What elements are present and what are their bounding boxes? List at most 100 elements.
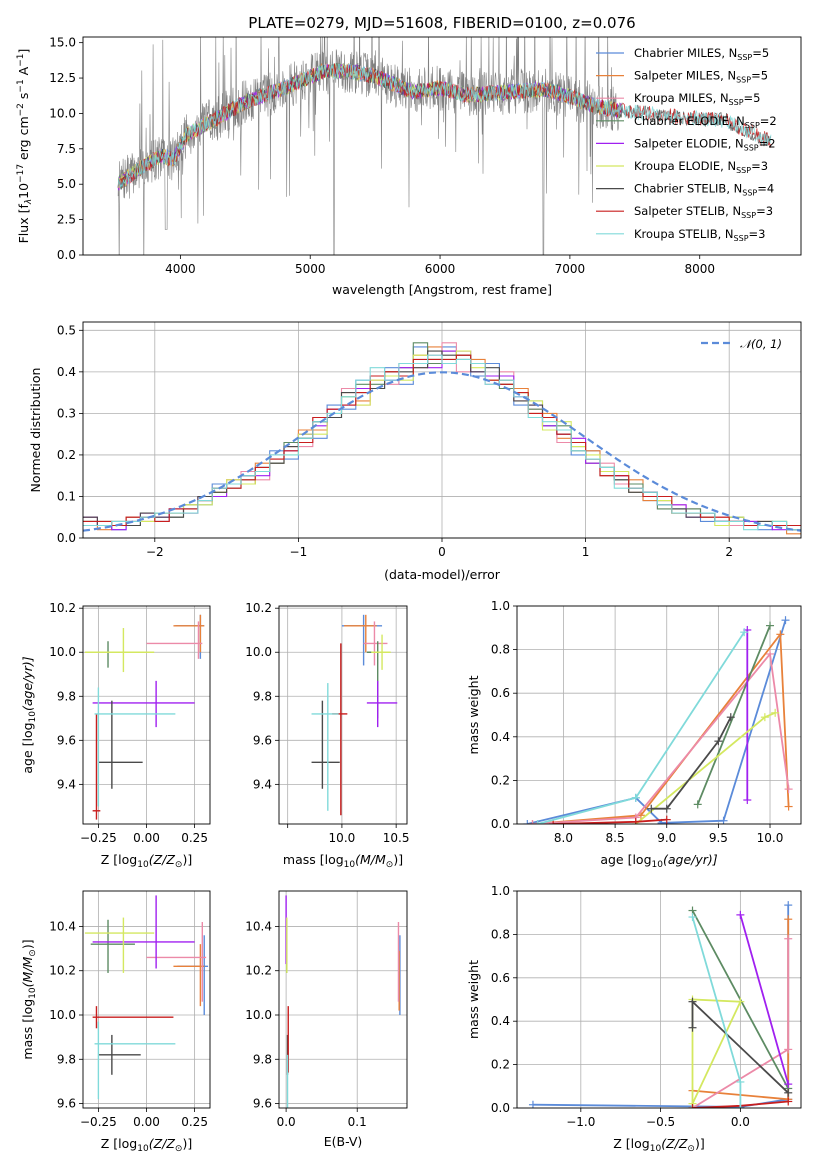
- marker: [784, 901, 793, 910]
- marker: [784, 1097, 793, 1106]
- spectrum-axes: 4000 5000 6000 7000 8000 0.0 2.5 5.0 7.5 10.0 12.5…: [49, 36, 715, 276]
- x-tick-label: −1: [290, 545, 308, 559]
- legend-entry-text: Salpeter MILES, N: [634, 69, 736, 83]
- axis-label-part: (M/M: [20, 957, 35, 988]
- normal-distribution-curve: [83, 371, 801, 532]
- marker: [662, 804, 671, 813]
- legend-entry-salpeter_stelib: Salpeter STELIB, NSSP=3: [634, 204, 773, 220]
- errorbar-chabrier_stelib: [98, 1034, 141, 1075]
- axis-label-part: Z [log: [101, 1136, 137, 1151]
- weight_vs_age-labels: age [log10(age/yr)] mass weight: [466, 675, 718, 870]
- axis-label-part: 10: [344, 860, 356, 870]
- legend-entry-text: Kroupa STELIB, N: [634, 227, 734, 241]
- axis-label-part: erg cm: [16, 116, 31, 164]
- y-tick-label: 10.0: [49, 645, 76, 659]
- y-tick-label: 12.5: [49, 71, 76, 85]
- mass_vs_Z-labels: Z [log10(Z/Z⊙)]mass [log10(M/M⊙)]: [20, 939, 192, 1154]
- x-tick-label: 0: [438, 545, 446, 559]
- y-tick-label: 1.0: [491, 884, 510, 898]
- weight-line: [532, 651, 790, 824]
- marker: [631, 793, 640, 802]
- mass_vs_ebv-frame: [278, 890, 408, 1109]
- x-tick-label: 0.0: [277, 1115, 296, 1129]
- errorbar-chabrier_miles: [177, 935, 209, 1015]
- axis-label: mass [log10(M/M⊙)]: [283, 852, 403, 870]
- marker: [549, 820, 558, 824]
- legend-entry-sub: SSP: [729, 98, 744, 107]
- marker: [662, 815, 671, 824]
- x-tick-label: 9.5: [709, 831, 728, 845]
- y-tick-label: 0.8: [491, 927, 510, 941]
- y-tick-label: 9.6: [57, 1097, 76, 1111]
- marker: [688, 1104, 697, 1108]
- y-tick-label: 9.8: [253, 689, 272, 703]
- age_vs_mass-axes: 10.0 10.5 9.4 9.6 9.8 10.0 10.2: [245, 601, 409, 845]
- errorbar-chabrier_miles: [341, 614, 383, 666]
- legend-entry-kroupa_stelib: Kroupa STELIB, NSSP=3: [634, 227, 765, 243]
- axis-label-part: 10: [28, 987, 38, 999]
- errorbar-salpeter_miles: [344, 614, 377, 653]
- axis-label-part: age [log: [600, 852, 651, 867]
- residuals-ylabel: Normed distribution: [28, 368, 43, 493]
- y-tick-label: 10.0: [245, 645, 272, 659]
- weight-line: [537, 631, 745, 824]
- y-tick-label: 15.0: [49, 36, 76, 50]
- spectrum-frame: [82, 36, 802, 256]
- marker: [688, 1023, 697, 1032]
- legend-entry-text: Kroupa ELODIE, N: [634, 159, 736, 173]
- axis-label-part: ⊙: [175, 860, 183, 870]
- y-tick-label: 0.1: [57, 489, 76, 503]
- axis-label: Z [log10(Z/Z⊙)]: [101, 1136, 192, 1154]
- axis-label-part: (Z/Z: [661, 1136, 688, 1151]
- spectrum-ylabel-group: Flux [fλ10−17 erg cm−2 s−1 A−1]: [16, 49, 34, 244]
- legend-entry-sub: SSP: [734, 234, 749, 243]
- y-tick-label: 0.6: [491, 686, 510, 700]
- errorbar-chabrier_elodie: [92, 641, 135, 668]
- spectrum-lines: [117, 37, 772, 255]
- x-tick-label: 2: [725, 545, 733, 559]
- x-tick-label: 8.0: [554, 831, 573, 845]
- series-salpeter_miles: [528, 630, 793, 824]
- legend-entry-sub: SSP: [745, 121, 760, 130]
- errorbar-salpeter_stelib: [92, 1006, 174, 1029]
- series-salpeter_elodie: [743, 625, 752, 805]
- weight-line: [651, 716, 732, 810]
- axis-label-part: (Z/Z: [149, 852, 176, 867]
- marker: [714, 737, 723, 746]
- y-tick-label: 10.0: [49, 106, 76, 120]
- axis-label: age [log10(age/yr)]: [600, 852, 717, 870]
- x-tick-label: −0.25: [80, 831, 117, 845]
- y-tick-label: 10.0: [245, 1008, 272, 1022]
- histogram-kroupa_stelib: [83, 354, 801, 531]
- x-tick-label: −1.0: [566, 1115, 595, 1129]
- axis-label-part: (Z/Z: [149, 1136, 176, 1151]
- legend-entry-count: =5: [751, 69, 768, 83]
- marker: [760, 713, 769, 722]
- axis-label-part: ⊙: [687, 1144, 695, 1154]
- marker: [776, 630, 785, 639]
- y-tick-label: 7.5: [57, 142, 76, 156]
- marker: [784, 802, 793, 811]
- y-tick-label: 0.2: [57, 448, 76, 462]
- legend-entry-sub: SSP: [736, 76, 751, 85]
- errorbar-chabrier_stelib: [311, 700, 340, 789]
- age_vs_Z-labels: Z [log10(Z/Z⊙)]age [log10(age/yr)]: [20, 656, 192, 870]
- weight-line: [739, 914, 790, 1085]
- marker: [766, 649, 775, 658]
- marker: [784, 785, 793, 794]
- axis-label: E(B-V): [324, 1134, 363, 1149]
- legend-entry-chabrier_miles: Chabrier MILES, NSSP=5: [634, 46, 769, 62]
- y-tick-label: 9.8: [253, 1052, 272, 1066]
- axis-label: Z [log10(Z/Z⊙)]: [613, 1136, 704, 1154]
- legend-entry-text: Chabrier ELODIE, N: [634, 114, 745, 128]
- y-tick-label: 1.0: [491, 599, 510, 613]
- y-tick-label: 0.0: [57, 248, 76, 262]
- residuals-legend: 𝒩(0, 1): [701, 337, 782, 351]
- age_vs_Z-points: [84, 614, 205, 820]
- marker: [784, 1045, 793, 1054]
- y-tick-label: 10.0: [49, 1008, 76, 1022]
- y-tick-label: 0.4: [491, 1014, 510, 1028]
- legend-entry-count: =3: [749, 227, 766, 241]
- errorbar-salpeter_elodie: [366, 680, 398, 728]
- marker: [688, 997, 697, 1006]
